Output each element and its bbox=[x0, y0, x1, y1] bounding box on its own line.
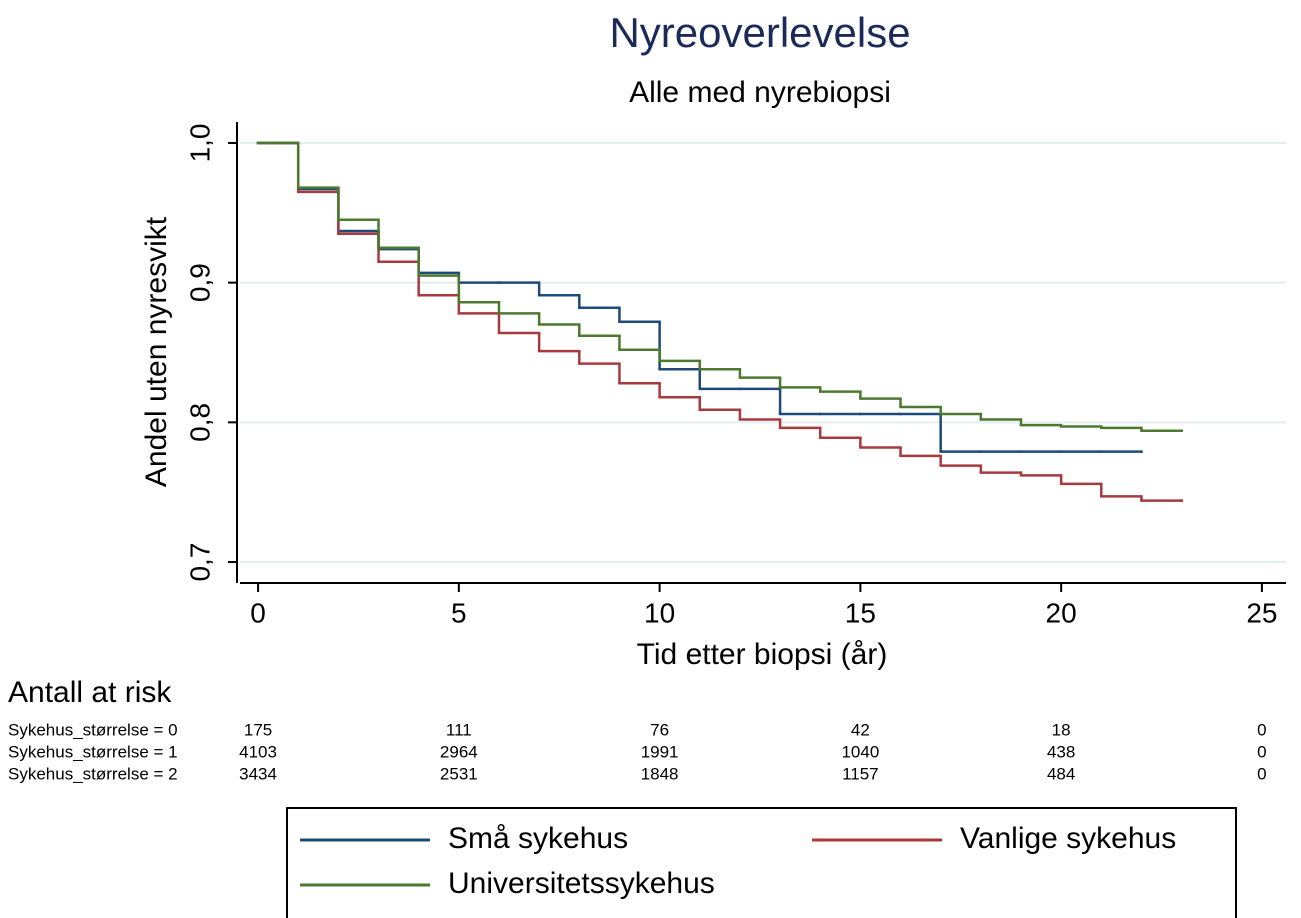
risk-count: 1040 bbox=[841, 742, 879, 761]
risk-row-label: Sykehus_størrelse = 2 bbox=[8, 764, 178, 783]
risk-count: 3434 bbox=[239, 764, 277, 783]
risk-row-label: Sykehus_størrelse = 0 bbox=[8, 720, 178, 739]
risk-count: 111 bbox=[446, 720, 472, 739]
risk-count: 2531 bbox=[440, 764, 478, 783]
x-tick-label: 10 bbox=[644, 597, 675, 628]
risk-count: 1157 bbox=[842, 764, 879, 783]
legend-label: Små sykehus bbox=[448, 822, 628, 855]
legend-box bbox=[286, 807, 1237, 918]
x-tick-label: 0 bbox=[250, 597, 266, 628]
risk-count: 2964 bbox=[440, 742, 478, 761]
risk-count: 18 bbox=[1052, 720, 1071, 739]
risk-count: 42 bbox=[851, 720, 870, 739]
risk-count: 0 bbox=[1257, 764, 1266, 783]
risk-count: 484 bbox=[1047, 764, 1075, 783]
chart-subtitle: Alle med nyrebiopsi bbox=[629, 76, 891, 109]
risk-row-label: Sykehus_størrelse = 1 bbox=[8, 742, 178, 761]
risk-count: 0 bbox=[1257, 720, 1266, 739]
risk-count: 175 bbox=[244, 720, 272, 739]
x-tick-label: 15 bbox=[845, 597, 876, 628]
x-tick-label: 20 bbox=[1046, 597, 1077, 628]
risk-count: 1848 bbox=[641, 764, 679, 783]
chart-title: Nyreoverlevelse bbox=[609, 9, 910, 56]
risk-count: 4103 bbox=[239, 742, 277, 761]
y-tick-label: 0,9 bbox=[184, 263, 215, 302]
y-tick-label: 0,7 bbox=[184, 543, 215, 582]
risk-count: 0 bbox=[1257, 742, 1266, 761]
x-axis-label: Tid etter biopsi (år) bbox=[637, 638, 888, 671]
y-axis-label: Andel uten nyresvikt bbox=[140, 216, 173, 487]
y-tick-label: 1,0 bbox=[184, 123, 215, 162]
risk-count: 76 bbox=[650, 720, 669, 739]
y-tick-label: 0,8 bbox=[184, 403, 215, 442]
risk-count: 438 bbox=[1047, 742, 1075, 761]
x-tick-label: 25 bbox=[1246, 597, 1277, 628]
legend-label: Universitetssykehus bbox=[448, 867, 715, 900]
legend-label: Vanlige sykehus bbox=[960, 822, 1176, 855]
x-tick-label: 5 bbox=[451, 597, 467, 628]
risk-count: 1991 bbox=[641, 742, 679, 761]
risk-table-title: Antall at risk bbox=[8, 676, 172, 709]
